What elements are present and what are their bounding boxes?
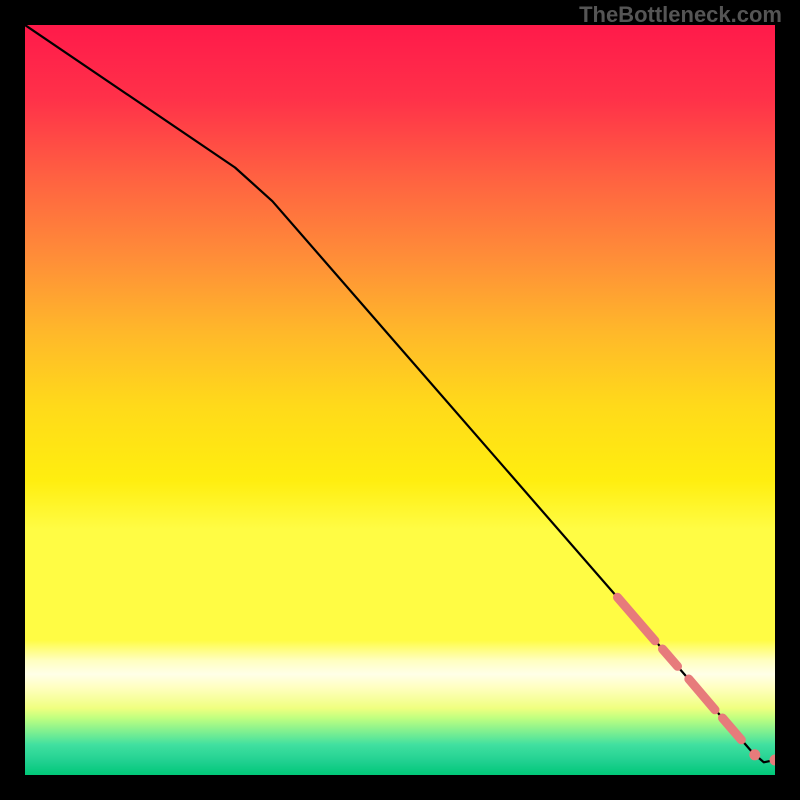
attribution-text: TheBottleneck.com: [579, 2, 782, 28]
marker-dot: [749, 749, 760, 760]
chart-plot-area: [25, 25, 775, 775]
marker-segment: [689, 679, 715, 710]
marker-dot: [770, 755, 776, 766]
marker-segment: [618, 597, 656, 641]
marker-segment: [723, 718, 742, 740]
marker-segment: [663, 649, 678, 666]
bottleneck-curve-svg: [25, 25, 775, 775]
